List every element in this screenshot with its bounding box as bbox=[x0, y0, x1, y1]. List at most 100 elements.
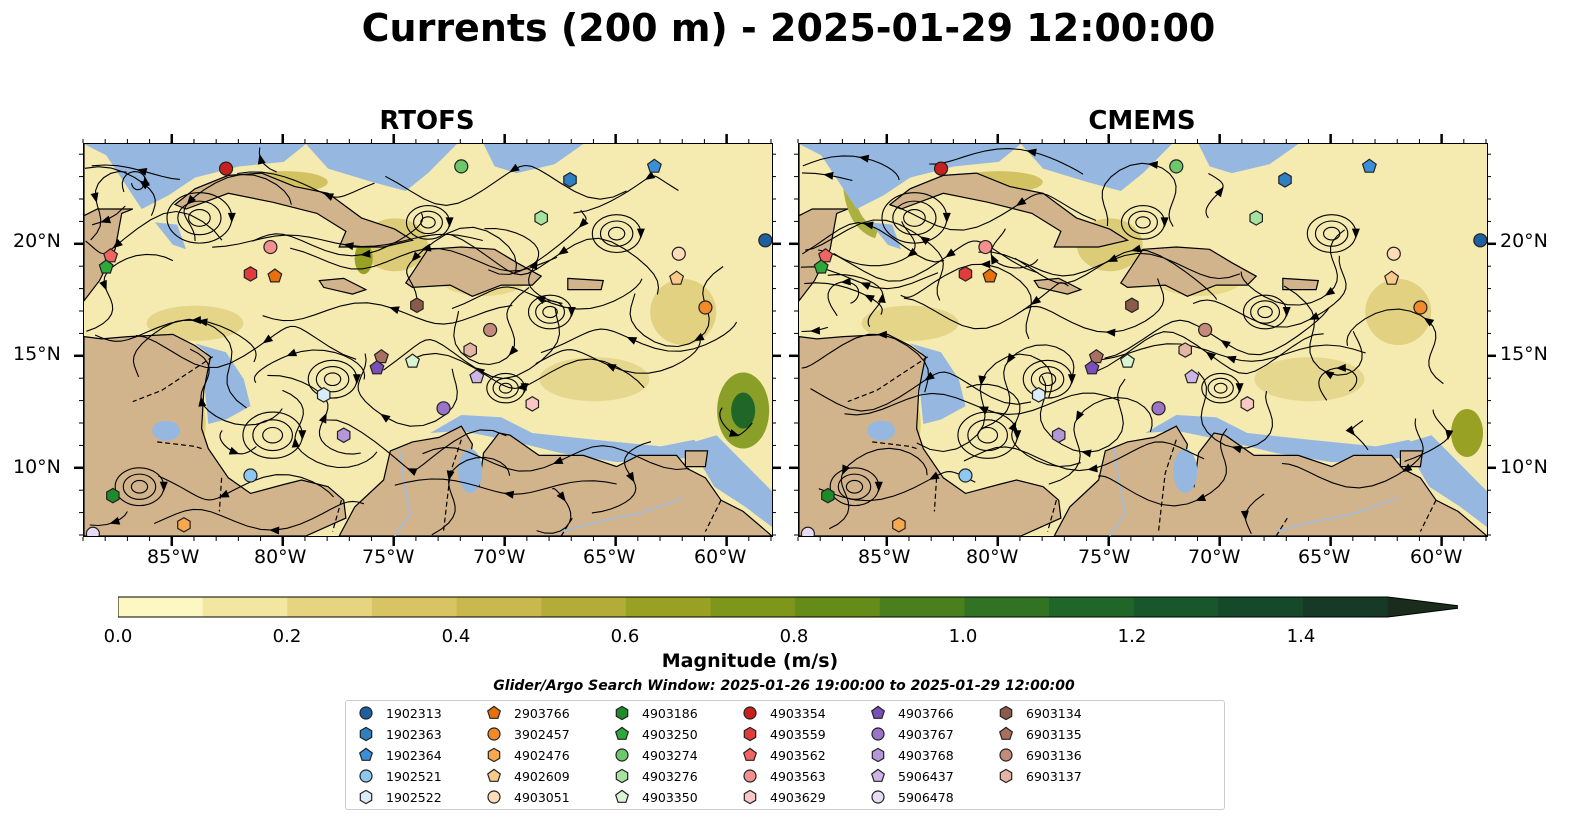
strong-current-patch bbox=[354, 242, 373, 275]
float-marker-4903563 bbox=[978, 239, 993, 255]
legend-item-1902364: 1902364 bbox=[358, 747, 442, 763]
float-marker-4903186 bbox=[821, 487, 835, 504]
map-panel-rtofs[interactable] bbox=[83, 143, 773, 537]
float-marker-6903136 bbox=[483, 322, 498, 338]
eddy-streamline bbox=[837, 473, 872, 500]
float-marker-6903135 bbox=[373, 348, 389, 364]
eddy-streamline bbox=[1213, 382, 1228, 394]
eddy-streamline bbox=[1207, 377, 1234, 399]
float-marker-2903766 bbox=[982, 268, 998, 283]
legend-marker-1902363 bbox=[359, 726, 373, 742]
legend-marker-4903276 bbox=[615, 768, 629, 784]
streamline-arrow bbox=[1225, 355, 1237, 364]
colorbar-segment bbox=[625, 597, 711, 617]
float-marker-4903350 bbox=[404, 353, 421, 368]
legend-marker-6903134 bbox=[999, 705, 1013, 721]
streamline-arrow bbox=[1308, 312, 1320, 320]
streamline-arrow bbox=[1105, 328, 1116, 337]
country-border bbox=[872, 441, 917, 450]
map-panel-cmems[interactable] bbox=[798, 143, 1488, 537]
streamline-arrow bbox=[552, 456, 564, 464]
legend-label: 5906478 bbox=[898, 789, 954, 805]
streamline-arrow bbox=[1147, 160, 1158, 169]
lon-label-85w: 85°W bbox=[858, 546, 911, 568]
legend-label: 4903767 bbox=[898, 726, 954, 742]
streamline-arrow bbox=[605, 363, 617, 372]
legend-marker-1902364 bbox=[358, 747, 374, 761]
lake-maracaibo bbox=[458, 449, 483, 494]
colorbar-segment bbox=[1218, 597, 1304, 617]
float-marker-1902363 bbox=[1278, 172, 1292, 188]
eddy-streamline bbox=[845, 479, 864, 494]
country-border bbox=[132, 356, 214, 403]
lon-label-65w: 65°W bbox=[1298, 546, 1351, 568]
streamline-arrow bbox=[139, 180, 150, 190]
legend: 1902313 1902363 1902364 1902521 1902522 29037… bbox=[345, 700, 1225, 810]
lon-label-70w: 70°W bbox=[473, 546, 526, 568]
lake-nicaragua bbox=[152, 420, 181, 441]
streamline-arrow bbox=[228, 446, 240, 455]
legend-marker-4903559 bbox=[743, 726, 757, 742]
lon-label-60w: 60°W bbox=[694, 546, 747, 568]
eddy-streamline bbox=[1314, 220, 1349, 247]
streamline-arrow bbox=[842, 464, 850, 476]
float-marker-4903766 bbox=[369, 360, 385, 375]
river bbox=[394, 448, 411, 536]
streamline-arrow bbox=[990, 253, 999, 265]
legend-label: 1902521 bbox=[386, 768, 442, 784]
legend-label: 1902364 bbox=[386, 747, 442, 763]
streamline-arrow bbox=[945, 248, 956, 258]
float-marker-4903767 bbox=[1151, 401, 1166, 416]
lon-label-70w: 70°W bbox=[1188, 546, 1241, 568]
streamline-arrow bbox=[1013, 430, 1022, 441]
float-marker-6903136 bbox=[1198, 322, 1213, 338]
legend-marker-1902522 bbox=[359, 789, 373, 805]
land-jamaica bbox=[1033, 277, 1083, 295]
country-border bbox=[933, 477, 938, 512]
lon-label-85w: 85°W bbox=[147, 546, 200, 568]
legend-marker-4903274 bbox=[615, 748, 629, 762]
streamline-arrow bbox=[874, 481, 883, 492]
streamline-arrow bbox=[1195, 493, 1207, 502]
streamline-arrow bbox=[298, 430, 307, 441]
eddy-streamline bbox=[1257, 305, 1273, 319]
streamline-arrow bbox=[257, 153, 266, 165]
legend-item-3902457: 3902457 bbox=[486, 726, 570, 742]
float-marker-4903276 bbox=[534, 210, 548, 226]
float-marker-1902521 bbox=[243, 468, 258, 483]
eddy-streamline bbox=[1038, 372, 1057, 387]
streamline-arrow bbox=[343, 242, 354, 251]
river bbox=[1109, 448, 1126, 536]
land-central-america bbox=[799, 333, 1062, 536]
legend-item-4903563: 4903563 bbox=[742, 768, 826, 784]
legend-marker-4903051 bbox=[487, 790, 501, 804]
legend-item-6903137: 6903137 bbox=[998, 768, 1082, 784]
legend-marker-4903768 bbox=[871, 747, 885, 763]
float-marker-4903051 bbox=[1386, 246, 1401, 261]
streamline-arrow bbox=[1445, 429, 1454, 441]
streamline-arrow bbox=[1026, 148, 1037, 157]
shallow-water bbox=[430, 415, 706, 463]
colorbar-tick: 0.2 bbox=[272, 626, 302, 647]
colorbar bbox=[118, 596, 1458, 618]
colorbar-segment bbox=[710, 597, 796, 617]
eddy-streamline bbox=[492, 377, 519, 399]
streamline-arrow bbox=[1067, 374, 1076, 385]
legend-marker-1902313 bbox=[359, 706, 373, 720]
legend-item-4903629: 4903629 bbox=[742, 789, 826, 805]
lake-maracaibo bbox=[1173, 449, 1198, 494]
legend-item-4902609: 4902609 bbox=[486, 768, 570, 784]
land-cuba bbox=[173, 172, 415, 248]
float-marker-5906478 bbox=[800, 526, 815, 536]
lon-label-80w: 80°W bbox=[254, 546, 307, 568]
legend-label: 4903768 bbox=[898, 747, 954, 763]
streamline-arrow bbox=[1130, 244, 1142, 253]
streamline-arrow bbox=[520, 383, 529, 394]
streamline-arrow bbox=[840, 277, 851, 286]
float-marker-4903274 bbox=[454, 159, 469, 174]
shallow-water bbox=[84, 144, 306, 209]
streamline-arrow bbox=[420, 243, 432, 252]
eddy-streamline bbox=[607, 226, 626, 241]
colorbar-tick: 0.4 bbox=[441, 626, 471, 647]
streamline-arrow bbox=[626, 471, 635, 483]
